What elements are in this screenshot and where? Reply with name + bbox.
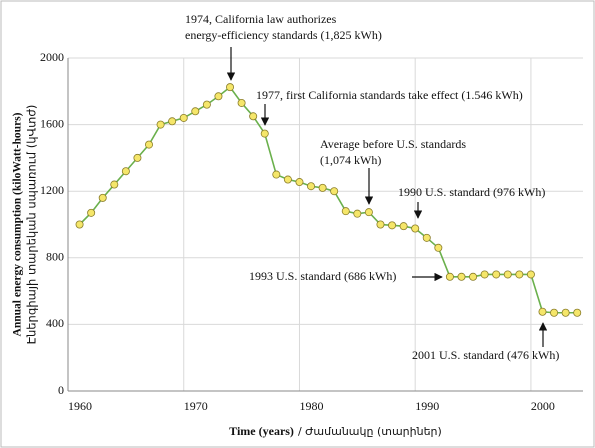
annotation: (1,074 kWh): [320, 153, 381, 167]
data-point: [226, 83, 235, 92]
data-point: [469, 272, 478, 281]
x-label-part: / Ժամանակը (տարիներ): [298, 425, 442, 438]
x-tick-label: 1970: [184, 399, 208, 413]
y-tick-label: 2000: [40, 50, 64, 64]
x-label-part: Time (years): [229, 424, 294, 438]
data-point: [550, 308, 559, 317]
grid: [67, 57, 583, 392]
data-point: [353, 209, 362, 218]
y-tick-label: 0: [58, 383, 64, 397]
y-label-line: Annual energy consumption (kiloWatt-hour…: [12, 112, 24, 336]
data-point: [283, 175, 292, 184]
data-point: [318, 183, 327, 192]
annotation: Average before U.S. standards: [320, 137, 466, 151]
data-point: [237, 98, 246, 107]
data-point: [376, 220, 385, 229]
data-point: [295, 178, 304, 187]
data-point: [573, 308, 582, 317]
data-point: [434, 243, 443, 252]
data-point: [457, 272, 466, 281]
y-axis-label: Annual energy consumption (kiloWatt-hour…: [12, 105, 39, 345]
data-point: [121, 167, 130, 176]
x-tick-label: 1990: [415, 399, 439, 413]
annotation: 2001 U.S. standard (476 kWh): [412, 348, 559, 362]
data-point: [561, 308, 570, 317]
data-point: [399, 222, 408, 231]
data-point: [307, 182, 316, 191]
data-point: [480, 270, 489, 279]
data-point: [191, 107, 200, 116]
data-point: [341, 207, 350, 216]
data-point: [538, 307, 547, 316]
y-tick-label: 800: [46, 250, 64, 264]
data-point: [364, 208, 373, 217]
data-point: [515, 270, 524, 279]
data-point: [145, 140, 154, 149]
annotation: 1977, first California standards take ef…: [256, 88, 523, 102]
data-point: [87, 208, 96, 217]
data-point: [75, 220, 84, 229]
data-point: [411, 224, 420, 233]
y-label-line: Էներգիայի տարեկան սպառում (կՎտժ): [25, 105, 39, 345]
data-point: [422, 233, 431, 242]
data-point: [133, 153, 142, 162]
x-axis-label: Time (years) / Ժամանակը (տարիներ): [229, 424, 442, 438]
data-point: [249, 112, 258, 121]
annotation: 1974, California law authorizes: [185, 12, 337, 26]
data-point: [503, 270, 512, 279]
data-point: [98, 193, 107, 202]
data-point: [492, 270, 501, 279]
x-tick-label: 1960: [68, 399, 92, 413]
data-point: [156, 120, 165, 129]
y-tick-label: 1600: [40, 116, 64, 130]
data-point: [330, 187, 339, 196]
data-point: [214, 92, 223, 101]
y-tick-label: 1200: [40, 183, 64, 197]
x-tick-label: 1980: [299, 399, 323, 413]
annotation: 1993 U.S. standard (686 kWh): [249, 269, 396, 283]
annotation-arrows: [226, 47, 548, 347]
annotation: 1990 U.S. standard (976 kWh): [398, 185, 545, 199]
x-tick-label: 2000: [531, 399, 555, 413]
annotation: energy-efficiency standards (1,825 kWh): [185, 28, 382, 42]
data-point: [445, 272, 454, 281]
data-point: [168, 117, 177, 126]
y-tick-label: 400: [46, 316, 64, 330]
data-point: [110, 180, 119, 189]
data-point: [388, 221, 397, 230]
data-point: [272, 170, 281, 179]
data-point: [202, 100, 211, 109]
data-point: [179, 113, 188, 122]
data-point: [526, 270, 535, 279]
data-point: [260, 129, 269, 138]
